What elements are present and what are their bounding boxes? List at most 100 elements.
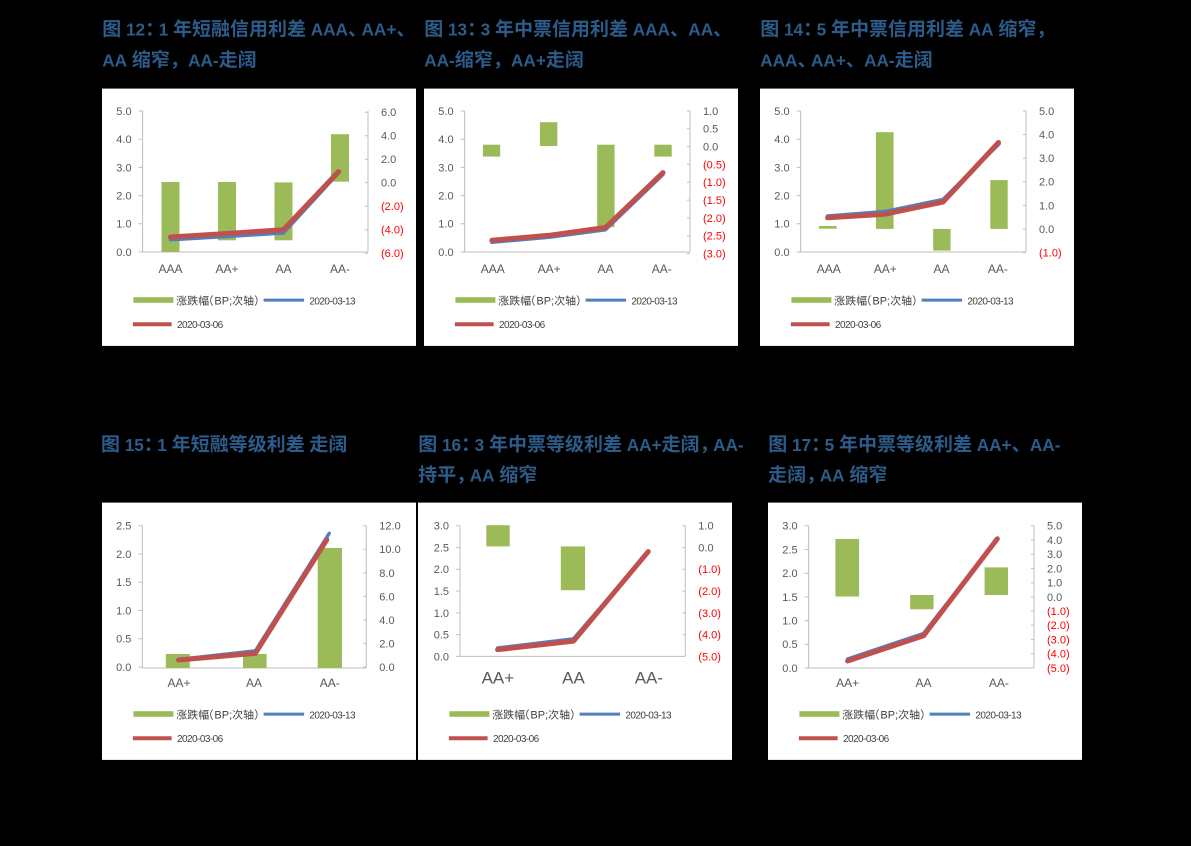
svg-text:AA-: AA- xyxy=(989,676,1009,690)
svg-text:13: 13 xyxy=(448,20,467,40)
svg-text:(2.0): (2.0) xyxy=(703,213,726,225)
svg-text:2.0: 2.0 xyxy=(438,191,453,203)
svg-text:AA: AA xyxy=(470,465,495,485)
svg-text:5.0: 5.0 xyxy=(774,106,789,118)
svg-text:BP;: BP; xyxy=(872,296,890,308)
svg-text:2020-03-13: 2020-03-13 xyxy=(309,711,356,722)
svg-text:1.0: 1.0 xyxy=(1047,578,1062,590)
svg-text:3: 3 xyxy=(481,20,491,40)
svg-text:AA: AA xyxy=(969,20,994,40)
svg-text:(3.0): (3.0) xyxy=(703,249,726,261)
svg-text:0.0: 0.0 xyxy=(381,178,396,190)
svg-text:2.5: 2.5 xyxy=(434,543,449,555)
svg-text:AA+: AA+ xyxy=(215,262,238,276)
svg-text:1.0: 1.0 xyxy=(782,616,797,628)
svg-text:3.0: 3.0 xyxy=(116,162,131,174)
svg-text:(2.0): (2.0) xyxy=(698,586,721,598)
svg-text:3.0: 3.0 xyxy=(438,162,453,174)
svg-text:1.5: 1.5 xyxy=(116,577,131,589)
svg-text:AAA: AAA xyxy=(760,50,797,70)
svg-text:1.0: 1.0 xyxy=(698,521,713,533)
svg-text:0.0: 0.0 xyxy=(774,247,789,259)
svg-text:14: 14 xyxy=(784,20,804,40)
svg-text:AA-: AA- xyxy=(713,435,744,455)
svg-text:4.0: 4.0 xyxy=(1039,129,1054,141)
svg-text:1: 1 xyxy=(159,20,169,40)
svg-text:AA-: AA- xyxy=(188,50,219,70)
svg-text:0.0: 0.0 xyxy=(1047,592,1062,604)
svg-text:1.0: 1.0 xyxy=(438,219,453,231)
svg-text:AA+: AA+ xyxy=(811,50,846,70)
svg-text:0.0: 0.0 xyxy=(1039,224,1054,236)
svg-text:3.0: 3.0 xyxy=(774,162,789,174)
svg-text:2020-03-06: 2020-03-06 xyxy=(843,734,890,745)
svg-text:AA-: AA- xyxy=(988,262,1008,276)
svg-text:2020-03-13: 2020-03-13 xyxy=(309,297,356,308)
svg-text:2.0: 2.0 xyxy=(381,154,396,166)
svg-text:0.5: 0.5 xyxy=(434,630,449,642)
svg-text:5: 5 xyxy=(825,435,835,455)
svg-text:AA+: AA+ xyxy=(511,50,546,70)
svg-text:2020-03-06: 2020-03-06 xyxy=(493,734,540,745)
svg-text:2.0: 2.0 xyxy=(1047,563,1062,575)
svg-text:2.0: 2.0 xyxy=(116,549,131,561)
svg-text:2020-03-06: 2020-03-06 xyxy=(835,320,882,331)
svg-text:AA+: AA+ xyxy=(538,262,561,276)
svg-text:AA+: AA+ xyxy=(627,435,662,455)
svg-text:2.5: 2.5 xyxy=(116,521,131,533)
svg-text:0.0: 0.0 xyxy=(698,543,713,555)
svg-text:2.5: 2.5 xyxy=(782,544,797,556)
svg-text:AA: AA xyxy=(562,669,585,688)
svg-text:2.0: 2.0 xyxy=(379,638,394,650)
svg-text:AAA: AAA xyxy=(817,262,841,276)
svg-text:17: 17 xyxy=(792,435,811,455)
svg-text:AA+: AA+ xyxy=(482,669,515,688)
svg-text:AAA: AAA xyxy=(633,20,670,40)
svg-text:(1.0): (1.0) xyxy=(703,177,726,189)
svg-text:5.0: 5.0 xyxy=(116,106,131,118)
svg-text:6.0: 6.0 xyxy=(381,107,396,119)
svg-text:0.0: 0.0 xyxy=(116,247,131,259)
svg-text:AA-: AA- xyxy=(1030,435,1061,455)
svg-text:BP;: BP; xyxy=(536,296,554,308)
svg-text:5.0: 5.0 xyxy=(1039,106,1054,118)
svg-text:AA: AA xyxy=(820,465,845,485)
svg-text:4.0: 4.0 xyxy=(438,134,453,146)
svg-text:1.0: 1.0 xyxy=(434,608,449,620)
svg-text:(1.0): (1.0) xyxy=(698,564,721,576)
svg-text:AA: AA xyxy=(102,50,127,70)
svg-text:1.0: 1.0 xyxy=(1039,200,1054,212)
svg-text:2.0: 2.0 xyxy=(116,191,131,203)
svg-text:(3.0): (3.0) xyxy=(1047,635,1070,647)
svg-text:(2.0): (2.0) xyxy=(381,201,404,213)
svg-text:AA-: AA- xyxy=(635,669,663,688)
svg-text:0.5: 0.5 xyxy=(782,639,797,651)
svg-text:BP;: BP; xyxy=(880,710,898,722)
svg-text:1.5: 1.5 xyxy=(434,586,449,598)
svg-text:2020-03-13: 2020-03-13 xyxy=(625,711,672,722)
svg-text:0.0: 0.0 xyxy=(116,662,131,674)
svg-text:0.0: 0.0 xyxy=(438,247,453,259)
svg-text:(2.5): (2.5) xyxy=(703,231,726,243)
svg-text:(6.0): (6.0) xyxy=(381,248,404,260)
svg-text:0.0: 0.0 xyxy=(434,651,449,663)
svg-text:4.0: 4.0 xyxy=(774,134,789,146)
svg-text:5.0: 5.0 xyxy=(438,106,453,118)
svg-text:2.0: 2.0 xyxy=(434,564,449,576)
svg-text:AA-: AA- xyxy=(330,262,350,276)
svg-text:4.0: 4.0 xyxy=(379,615,394,627)
svg-text:AA-: AA- xyxy=(864,50,895,70)
svg-text:AA+: AA+ xyxy=(167,676,190,690)
svg-text:6.0: 6.0 xyxy=(379,591,394,603)
svg-text:1.0: 1.0 xyxy=(116,219,131,231)
svg-text:2.0: 2.0 xyxy=(782,568,797,580)
svg-text:12: 12 xyxy=(126,20,145,40)
svg-text:0.5: 0.5 xyxy=(116,634,131,646)
svg-text:3.0: 3.0 xyxy=(434,521,449,533)
svg-text:2020-03-06: 2020-03-06 xyxy=(177,320,224,331)
svg-text:AA: AA xyxy=(915,676,931,690)
svg-text:1.5: 1.5 xyxy=(782,592,797,604)
svg-text:BP;: BP; xyxy=(530,710,548,722)
svg-text:2020-03-06: 2020-03-06 xyxy=(177,734,224,745)
svg-text:3.0: 3.0 xyxy=(1047,549,1062,561)
